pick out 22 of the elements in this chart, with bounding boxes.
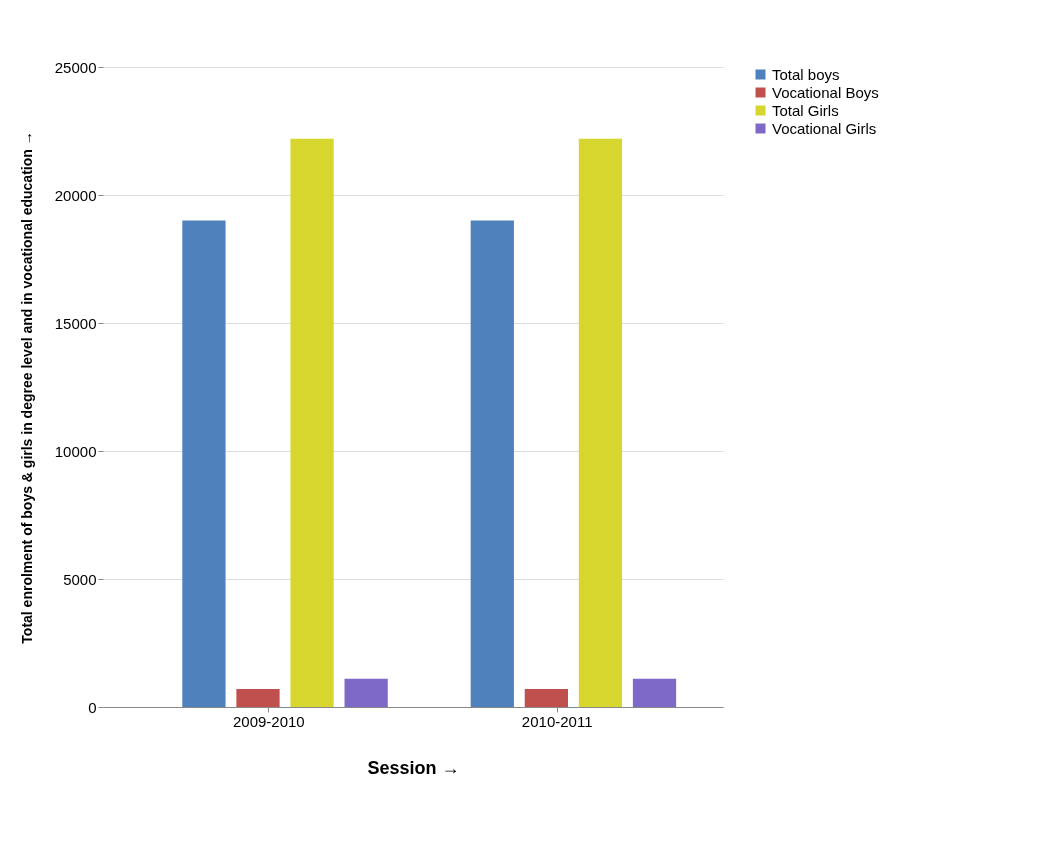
bar (524, 689, 568, 707)
y-tick-label: 25000 (54, 58, 97, 76)
legend-label: Total boys (772, 65, 840, 83)
y-tick-label: 20000 (54, 186, 97, 204)
legend-label: Vocational Boys (772, 83, 879, 101)
x-tick-label: 2009-2010 (232, 712, 305, 730)
y-tick-label: 10000 (54, 442, 97, 460)
bar (236, 689, 280, 707)
bar (344, 678, 388, 707)
y-tick-label: 15000 (54, 314, 97, 332)
x-axis-title: Session → (367, 757, 460, 778)
x-tick-label: 2010-2011 (521, 712, 593, 730)
bar (290, 138, 334, 707)
y-axis-title: Total enrolment of boys & girls in degree level and in vocational education → (18, 131, 35, 644)
bar (182, 220, 226, 707)
y-tick-label: 0 (88, 698, 97, 716)
bar (632, 678, 677, 707)
y-tick-label: 5000 (63, 570, 97, 588)
bar (578, 138, 623, 707)
legend-label: Vocational Girls (772, 119, 877, 137)
legend-label: Total Girls (772, 101, 839, 119)
bar (470, 220, 514, 707)
